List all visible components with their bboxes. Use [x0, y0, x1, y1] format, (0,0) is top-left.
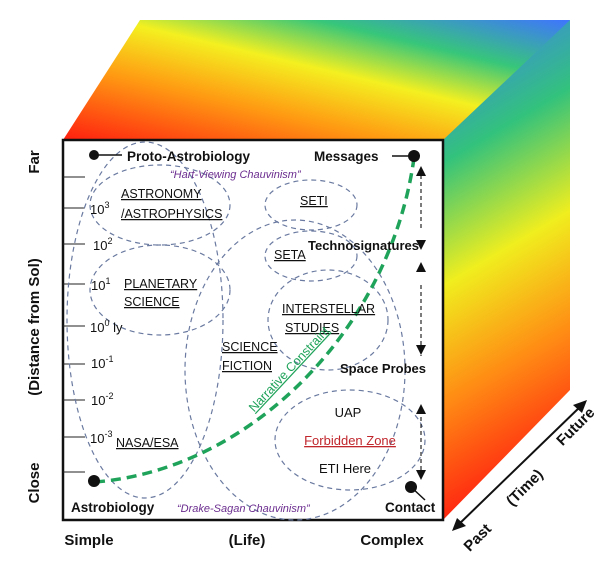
astrobiology-label: Astrobiology	[71, 500, 155, 515]
cube-top-face	[63, 20, 570, 140]
y-tick-labels: 103 102 101 100 ly 10-1 10-2 10-3	[90, 200, 123, 446]
y-axis-title: (Distance from Sol)	[26, 258, 43, 396]
tick-1e3: 103	[90, 200, 109, 217]
seta-ellipse	[264, 230, 358, 282]
cube-side-face	[443, 20, 570, 520]
time-axis-arrow-future	[573, 400, 587, 413]
eti-here-label: ETI Here	[319, 461, 371, 476]
z-axis-time: (Time)	[503, 466, 547, 510]
x-axis-complex: Complex	[360, 532, 424, 549]
tick-1e0: 100 ly	[90, 318, 123, 335]
proto-astrobiology-label: Proto-Astrobiology	[127, 149, 250, 164]
drake-sagan-chauvinism: “Drake-Sagan Chauvinism”	[177, 503, 311, 515]
time-axis-arrow-past	[452, 518, 466, 531]
seta-label: SETA	[274, 248, 306, 262]
planetary-label-2: SCIENCE	[124, 295, 180, 309]
hart-viewing-chauvinism: “Hart-Viewing Chauvinism”	[170, 169, 302, 181]
space-probes-label: Space Probes	[340, 361, 426, 376]
technosignatures-label: Technosignatures	[308, 238, 419, 253]
tick-1e1: 101	[91, 276, 110, 293]
tick-1e2: 102	[93, 236, 112, 253]
seti-label: SETI	[300, 194, 328, 208]
time-axis-line	[455, 403, 584, 528]
field-labels: ASTRONOMY /ASTROPHYSICS PLANETARY SCIENC…	[116, 187, 375, 450]
stage-arrowheads	[416, 166, 426, 480]
x-axis-simple: Simple	[64, 532, 113, 549]
planetary-label-1: PLANETARY	[124, 277, 198, 291]
y-axis-close: Close	[26, 463, 43, 504]
uap-label: UAP	[335, 405, 362, 420]
forbidden-zone-label: Forbidden Zone	[304, 433, 396, 448]
cube-front-face	[61, 138, 445, 522]
z-axis-past: Past	[461, 521, 495, 555]
nasa-esa-label: NASA/ESA	[116, 436, 179, 450]
narrative-constraint-curve	[94, 157, 416, 484]
tick-1em3: 10-3	[90, 429, 112, 446]
planetary-ellipse	[89, 244, 231, 336]
tick-1em1: 10-1	[91, 354, 113, 371]
astronomy-label-1: ASTRONOMY	[121, 187, 202, 201]
interstellar-label-2: STUDIES	[285, 321, 339, 335]
interstellar-label-1: INTERSTELLAR	[282, 302, 375, 316]
y-axis-far: Far	[26, 150, 43, 174]
y-axis-ticks	[63, 176, 85, 473]
seti-ellipse	[264, 179, 358, 231]
messages-label: Messages	[314, 149, 379, 164]
science-fiction-ellipse	[184, 219, 406, 521]
astronomy-ellipse	[66, 141, 224, 499]
science-fiction-label-1: SCIENCE	[222, 340, 278, 354]
x-axis-life: (Life)	[229, 532, 266, 549]
forbidden-zone-ellipse	[274, 389, 426, 491]
interstellar-ellipse	[267, 269, 389, 371]
astronomy-inner-ellipse	[89, 164, 231, 246]
field-ellipses	[66, 141, 426, 521]
science-fiction-label-2: FICTION	[222, 359, 272, 373]
astronomy-label-2: /ASTROPHYSICS	[121, 207, 222, 221]
contact-connector	[410, 486, 426, 501]
messages-dot	[408, 150, 420, 162]
tick-1em2: 10-2	[91, 391, 113, 408]
contact-label: Contact	[385, 500, 436, 515]
astrobiology-dot	[88, 475, 100, 487]
